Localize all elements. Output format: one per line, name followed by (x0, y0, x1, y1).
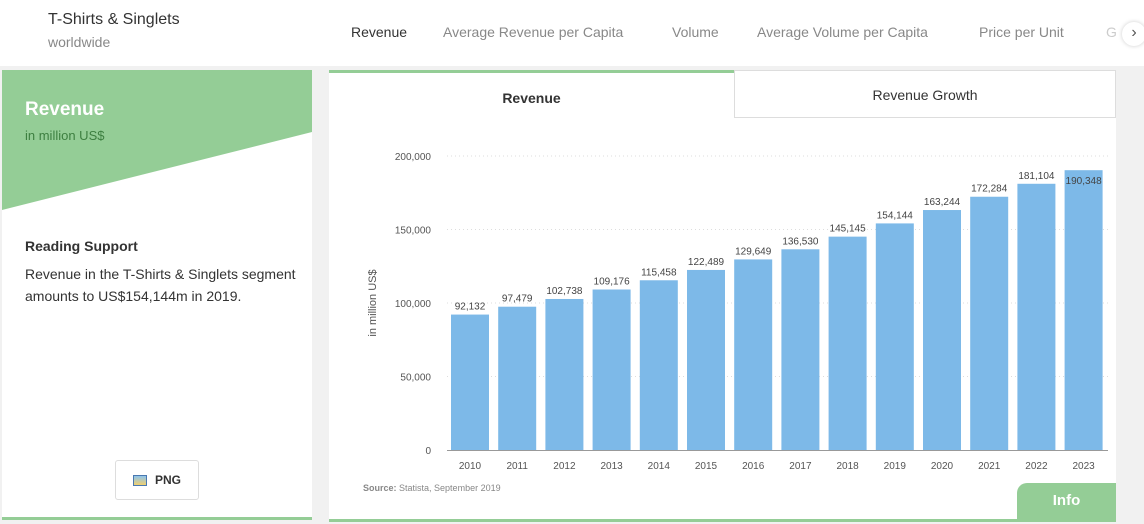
green-banner (2, 70, 312, 210)
x-tick-label: 2013 (600, 461, 623, 472)
sidebar-card: Revenue in million US$ Reading Support R… (2, 70, 312, 520)
data-label: 172,284 (971, 184, 1008, 195)
x-tick-label: 2022 (1025, 461, 1048, 472)
nav-volume[interactable]: Volume (672, 24, 719, 40)
data-label: 154,144 (877, 210, 914, 221)
y-tick-label: 0 (425, 446, 431, 457)
x-tick-label: 2011 (506, 461, 528, 472)
x-tick-label: 2023 (1072, 461, 1095, 472)
bar-2014[interactable] (639, 280, 678, 450)
x-tick-label: 2021 (978, 461, 1001, 472)
chart-card: Revenue Revenue Growth 0 50,000 100,000 150… (329, 70, 1116, 522)
x-tick-label: 2012 (553, 461, 576, 472)
bar-2020[interactable] (923, 210, 961, 450)
tab-revenue-growth[interactable]: Revenue Growth (734, 70, 1116, 118)
bar-chart: 0 50,000 100,000 150,000 200,000 92,132 2010 97… (363, 152, 1108, 493)
x-tick-label: 2014 (648, 461, 671, 472)
bar-2015[interactable] (687, 269, 725, 450)
png-download-button[interactable]: PNG (115, 460, 199, 500)
png-label: PNG (154, 473, 181, 487)
reading-support-text: Revenue in the T-Shirts & Singlets segme… (25, 266, 296, 304)
data-label: 145,145 (830, 224, 867, 235)
source-note: Source: Statista, September 2019 (363, 483, 501, 493)
metric-nav: Revenue Average Revenue per Capita Volum… (351, 24, 1117, 44)
nav-price-per-unit[interactable]: Price per Unit (979, 24, 1064, 40)
page-title: T-Shirts & Singlets (48, 11, 180, 28)
data-label: 136,530 (782, 236, 819, 247)
x-tick-label: 2020 (931, 461, 954, 472)
page-subtitle: worldwide (48, 34, 111, 50)
nav-global[interactable]: Global (1106, 24, 1117, 40)
bar-2010[interactable] (451, 314, 489, 450)
bar-2018[interactable] (828, 236, 867, 450)
chevron-right-icon[interactable]: › (1122, 22, 1144, 46)
bar-2019[interactable] (875, 223, 914, 450)
data-label: 181,104 (1018, 171, 1055, 182)
y-tick-label: 200,000 (395, 152, 432, 163)
data-label: 129,649 (735, 246, 772, 257)
y-tick-label: 50,000 (400, 373, 431, 384)
tab-revenue[interactable]: Revenue (329, 70, 734, 118)
y-axis-label: in million US$ (367, 269, 379, 336)
data-label: 163,244 (924, 197, 961, 208)
bar-2011[interactable] (498, 306, 537, 450)
data-label: 97,479 (502, 294, 533, 305)
reading-support-heading: Reading Support (25, 238, 138, 254)
image-icon (132, 474, 147, 486)
nav-revenue[interactable]: Revenue (351, 24, 408, 40)
bar-2012[interactable] (545, 298, 584, 450)
data-label: 102,738 (546, 286, 583, 297)
data-label: 122,489 (688, 257, 725, 268)
data-label: 115,458 (641, 267, 677, 278)
x-tick-label: 2010 (459, 461, 482, 472)
x-tick-label: 2016 (742, 461, 765, 472)
source-label: Source: (363, 483, 397, 493)
nav-avg-volume-per-capita[interactable]: Average Volume per Capita (757, 24, 928, 40)
y-tick-label: 150,000 (395, 226, 432, 237)
x-tick-label: 2018 (836, 461, 859, 472)
bar-2013[interactable] (592, 289, 631, 450)
info-button[interactable]: Info (1017, 483, 1116, 519)
data-label: 109,176 (594, 277, 631, 288)
x-tick-label: 2019 (884, 461, 907, 472)
sidebar-title: Revenue (25, 99, 105, 120)
y-tick-label: 100,000 (395, 299, 432, 310)
x-tick-label: 2015 (695, 461, 718, 472)
source-text: Statista, September 2019 (399, 483, 501, 493)
header: T-Shirts & Singlets worldwide Revenue Av… (0, 0, 1144, 66)
bar-2017[interactable] (781, 249, 820, 450)
data-label: 92,132 (455, 302, 486, 313)
sidebar-unit: in million US$ (25, 128, 105, 143)
data-label: 190,348 (1066, 176, 1103, 187)
bar-2021[interactable] (970, 196, 1009, 450)
bar-2016[interactable] (734, 259, 773, 450)
x-tick-label: 2017 (789, 461, 812, 472)
bar-2022[interactable] (1017, 183, 1056, 450)
bar-2023[interactable] (1064, 170, 1103, 450)
nav-avg-revenue-per-capita[interactable]: Average Revenue per Capita (443, 24, 624, 40)
